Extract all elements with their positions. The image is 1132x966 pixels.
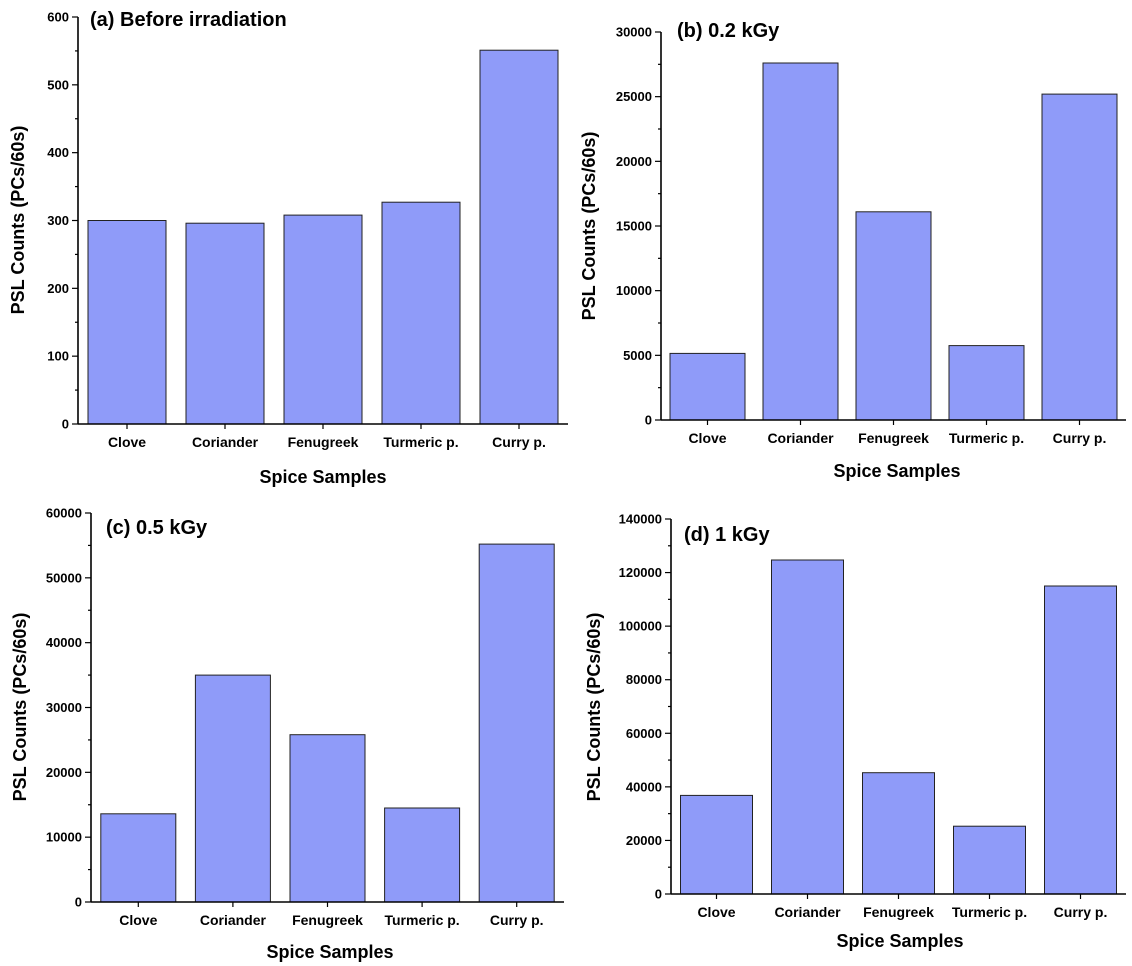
y-tick-label: 400 [47,145,69,160]
y-tick-label: 0 [75,895,82,910]
bar-turmeric-p [953,825,1026,895]
bar-fenugreek [855,211,932,421]
bar-fenugreek [283,214,363,425]
bar-clove [100,813,177,903]
x-tick-label: Fenugreek [858,430,929,446]
panel-title: (b) 0.2 kGy [677,20,780,42]
bar-curry-p [1041,93,1118,421]
y-tick-label: 500 [47,77,69,92]
panel-c: (c) 0.5 kGy Spice Samples PSL Counts (PC… [10,506,564,962]
panel-title: (c) 0.5 kGy [106,517,208,539]
panel-title: (d) 1 kGy [684,524,770,546]
y-axis-title: PSL Counts (PCs/60s) [8,126,28,315]
y-tick-label: 60000 [46,506,82,521]
bar-fenugreek [862,772,935,895]
x-tick-label: Curry p. [1053,430,1107,446]
y-tick-label: 0 [62,417,69,432]
y-axis-title: PSL Counts (PCs/60s) [10,613,30,802]
panel-d: (d) 1 kGy Spice Samples PSL Counts (PCs/… [584,512,1126,951]
x-tick-label: Clove [688,430,726,446]
x-axis-title: Spice Samples [266,942,393,962]
x-tick-label: Curry p. [490,912,544,928]
bar-clove [680,794,753,895]
bar-fenugreek [289,734,366,903]
y-tick-label: 25000 [616,89,652,104]
y-tick-label: 40000 [626,779,662,794]
y-tick-label: 20000 [46,765,82,780]
x-tick-label: Turmeric p. [384,912,459,928]
x-tick-label: Turmeric p. [952,904,1027,920]
x-tick-label: Curry p. [492,434,546,450]
bar-curry-p [478,543,555,903]
x-tick-label: Curry p. [1054,904,1108,920]
x-tick-label: Fenugreek [288,434,359,450]
y-tick-label: 120000 [619,565,662,580]
y-tick-label: 100 [47,349,69,364]
y-tick-label: 10000 [46,830,82,845]
y-tick-label: 300 [47,213,69,228]
bar-turmeric-p [948,345,1025,421]
x-tick-label: Coriander [767,430,834,446]
y-tick-label: 5000 [623,348,652,363]
x-axis-title: Spice Samples [259,467,386,487]
x-tick-label: Clove [119,912,157,928]
y-tick-label: 200 [47,281,69,296]
y-tick-label: 100000 [619,619,662,634]
panel-b: (b) 0.2 kGy Spice Samples PSL Counts (PC… [579,20,1126,481]
bar-coriander [762,62,839,421]
x-tick-label: Fenugreek [863,904,934,920]
x-tick-label: Clove [108,434,146,450]
y-tick-label: 60000 [626,726,662,741]
panel-a: (a) Before irradiation Spice Samples PSL… [8,9,568,487]
y-tick-label: 50000 [46,570,82,585]
x-axis-title: Spice Samples [836,931,963,951]
panel-title: (a) Before irradiation [90,9,287,31]
y-tick-label: 80000 [626,672,662,687]
y-axis-title: PSL Counts (PCs/60s) [579,132,599,321]
x-tick-label: Turmeric p. [949,430,1024,446]
y-tick-label: 0 [655,887,662,902]
bar-curry-p [479,49,559,425]
bar-turmeric-p [381,201,461,425]
bar-coriander [771,559,844,895]
y-tick-label: 140000 [619,512,662,527]
bar-curry-p [1044,585,1117,895]
bar-coriander [185,222,265,425]
x-tick-label: Turmeric p. [383,434,458,450]
x-tick-label: Coriander [774,904,841,920]
y-tick-label: 30000 [616,25,652,40]
y-tick-label: 15000 [616,219,652,234]
y-axis-title: PSL Counts (PCs/60s) [584,613,604,802]
bar-coriander [194,674,271,903]
bar-turmeric-p [384,807,461,903]
y-tick-label: 20000 [626,833,662,848]
y-tick-label: 600 [47,10,69,25]
x-tick-label: Clove [697,904,735,920]
y-tick-label: 20000 [616,154,652,169]
bar-clove [669,352,746,421]
y-tick-label: 10000 [616,283,652,298]
x-tick-label: Coriander [200,912,267,928]
y-tick-label: 40000 [46,635,82,650]
y-tick-label: 30000 [46,700,82,715]
x-tick-label: Fenugreek [292,912,363,928]
x-tick-label: Coriander [192,434,259,450]
y-tick-label: 0 [645,413,652,428]
bar-clove [87,220,167,425]
x-axis-title: Spice Samples [833,461,960,481]
